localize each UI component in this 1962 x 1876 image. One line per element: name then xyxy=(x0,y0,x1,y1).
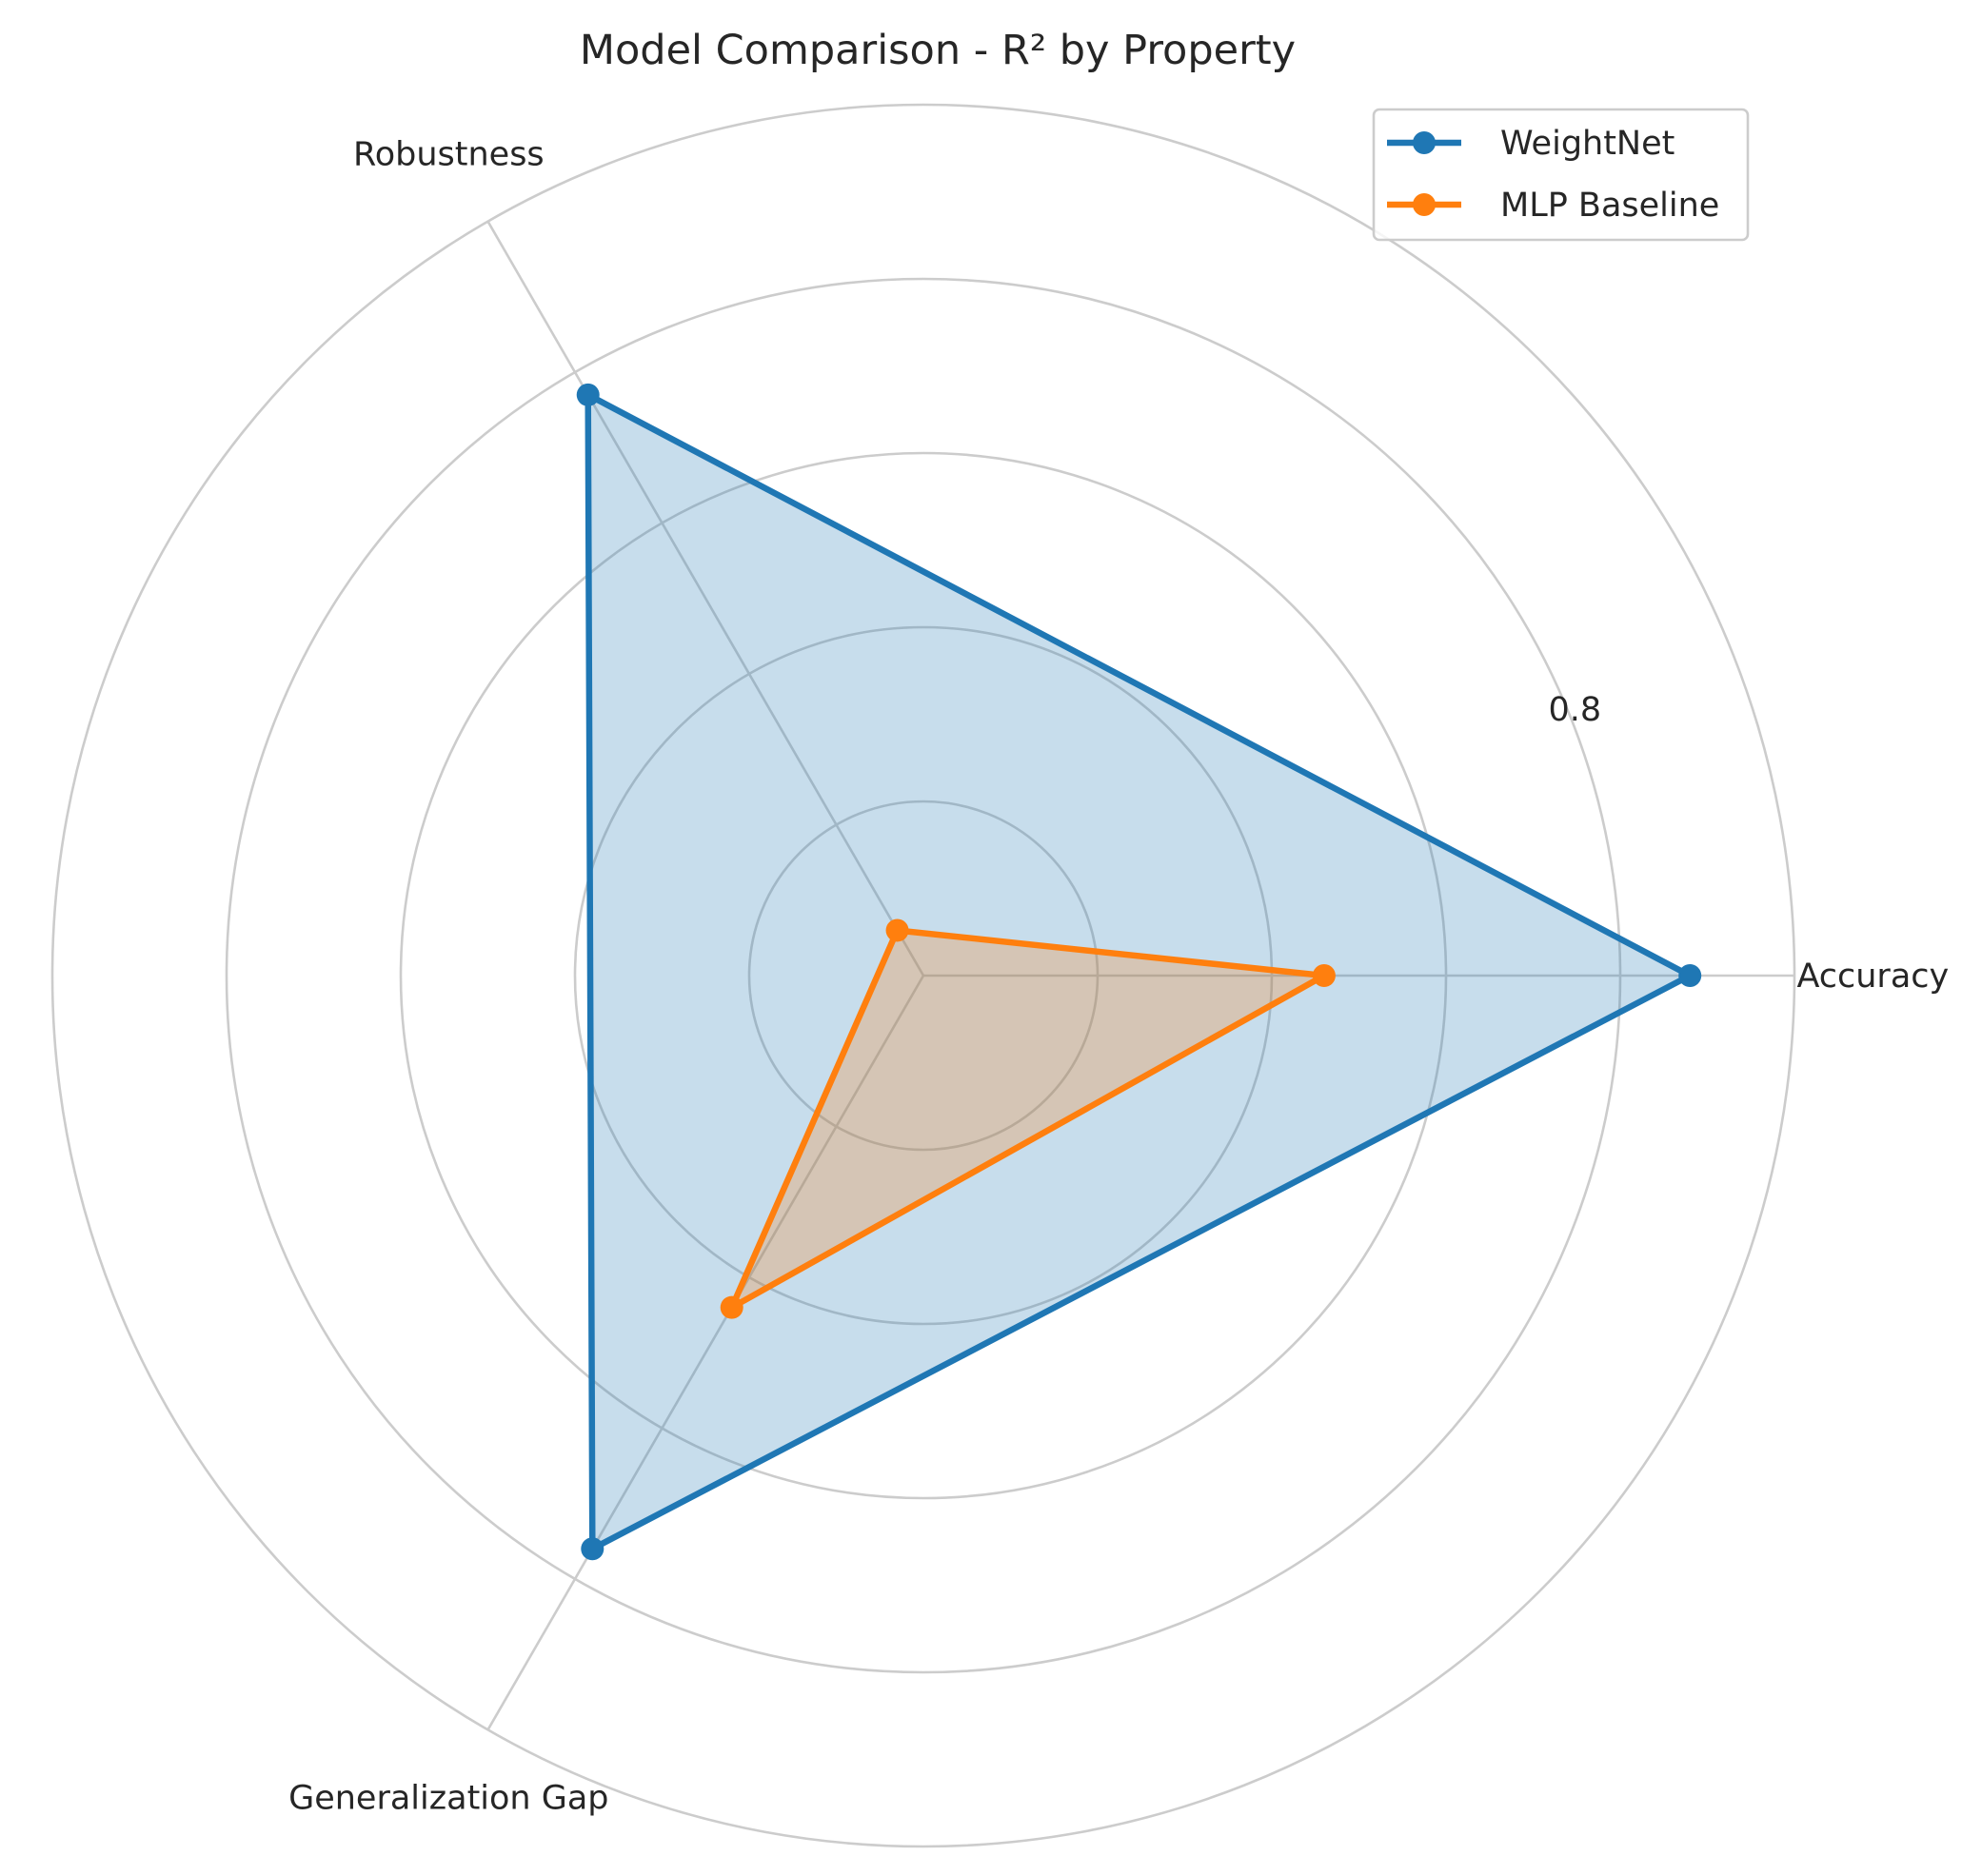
data-point-2-1 xyxy=(1312,964,1336,987)
legend-box xyxy=(1372,108,1750,242)
data-point-1-3 xyxy=(581,1537,604,1561)
chart-title: Model Comparison - R² by Property xyxy=(580,27,1296,74)
spoke-3 xyxy=(486,975,925,1731)
legend: WeightNet MLP Baseline xyxy=(1372,108,1750,242)
data-point-2-3 xyxy=(720,1295,743,1319)
data-point-2-2 xyxy=(885,918,909,942)
legend-label-2: MLP Baseline xyxy=(1500,187,1719,225)
polar-grid: 0.8 xyxy=(50,103,1796,1848)
legend-marker-1 xyxy=(1413,131,1436,154)
series-fill-1 xyxy=(587,394,1691,1550)
category-label-3: Generalization Gap xyxy=(288,1780,608,1818)
axis-labels: Accuracy Robustness Generalization Gap xyxy=(288,135,1949,1817)
radial-tick-label: 0.8 xyxy=(1548,691,1601,729)
series-fill-2 xyxy=(731,930,1324,1308)
category-label-2: Robustness xyxy=(353,135,545,173)
series-layer xyxy=(576,383,1702,1561)
series-line-1 xyxy=(585,389,1697,1554)
legend-label-1: WeightNet xyxy=(1500,125,1675,163)
data-point-1-2 xyxy=(576,383,600,406)
category-label-1: Accuracy xyxy=(1796,958,1949,996)
series-line-2 xyxy=(724,927,1335,1315)
legend-marker-2 xyxy=(1413,193,1436,216)
data-point-1-1 xyxy=(1678,964,1702,987)
spoke-2 xyxy=(486,220,925,977)
